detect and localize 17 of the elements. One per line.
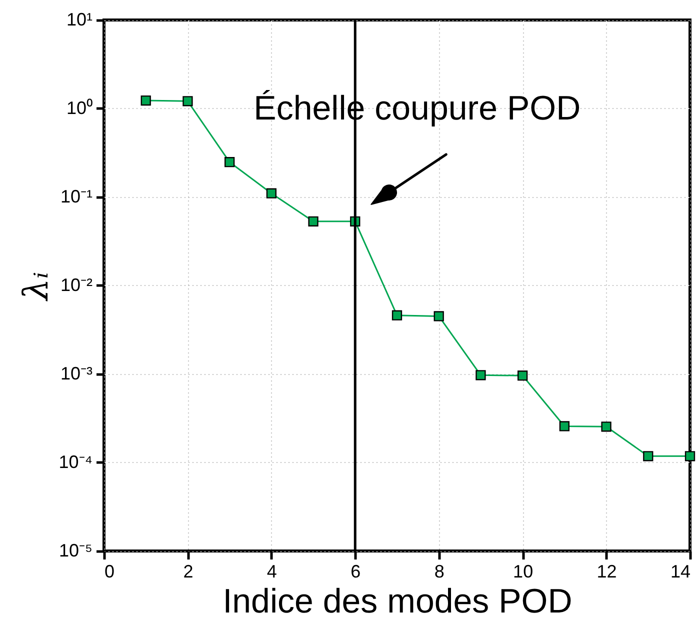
y-tick-label: 10⁰	[66, 98, 92, 118]
x-tick-label: 4	[266, 562, 277, 582]
x-tick-label: 0	[104, 562, 115, 582]
y-tick-label: 10¹	[66, 10, 93, 30]
x-axis-title: Indice des modes POD	[222, 582, 572, 619]
x-tick-label: 10	[513, 562, 534, 582]
y-tick-label: 10⁻¹	[60, 186, 93, 206]
y-tick-label: 10⁻⁴	[58, 452, 92, 472]
x-tick-label: 6	[350, 562, 361, 582]
x-tick-label: 14	[670, 562, 690, 582]
y-tick-label: 10⁻²	[60, 275, 93, 295]
x-tick-label: 12	[596, 562, 617, 582]
x-tick-label: 2	[183, 562, 194, 582]
x-tick-label: 8	[434, 562, 444, 582]
y-axis-title: λᵢ	[16, 272, 57, 302]
y-tick-label: 10⁻⁵	[59, 540, 92, 560]
y-tick-label: 10⁻³	[60, 364, 93, 384]
